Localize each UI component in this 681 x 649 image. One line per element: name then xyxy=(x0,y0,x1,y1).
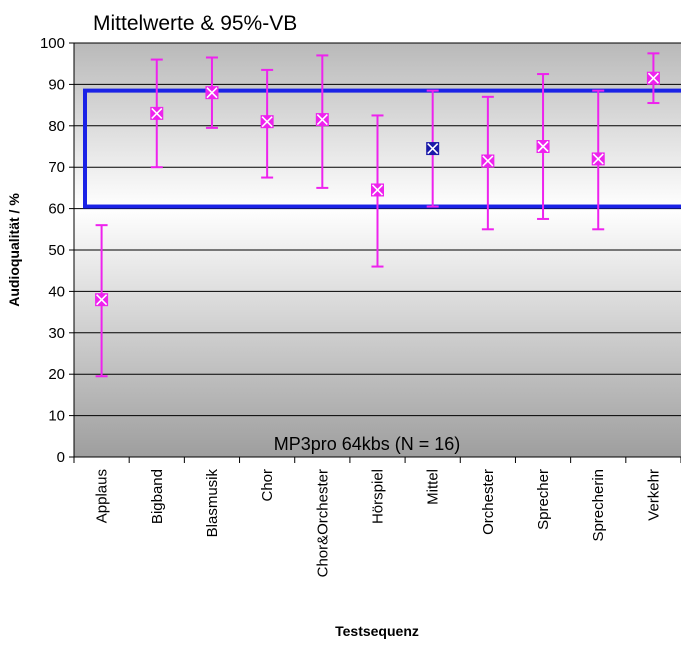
mean-marker xyxy=(536,140,550,153)
x-tick-label: Verkehr xyxy=(645,469,662,521)
y-tick-label: 60 xyxy=(48,201,65,218)
marker-cross xyxy=(316,114,328,126)
chart-annotation: MP3pro 64kbs (N = 16) xyxy=(274,434,461,454)
marker-cross xyxy=(96,294,108,306)
marker-cross xyxy=(206,87,218,99)
chart-title: Mittelwerte & 95%-VB xyxy=(93,12,297,35)
x-tick-label: Bigband xyxy=(149,469,166,524)
mean-marker xyxy=(426,142,440,156)
y-tick-label: 10 xyxy=(48,408,65,425)
marker-cross xyxy=(592,153,604,165)
y-tick-label: 90 xyxy=(48,76,65,93)
marker-cross xyxy=(371,184,384,196)
marker-cross xyxy=(261,116,273,128)
mean-marker xyxy=(591,152,605,166)
mean-marker xyxy=(315,113,329,127)
mean-marker xyxy=(95,293,109,307)
x-tick-label: Blasmusik xyxy=(204,469,221,538)
mean-marker xyxy=(646,71,660,85)
x-axis-label: Testsequenz xyxy=(335,623,419,639)
marker-cross xyxy=(647,72,659,84)
x-tick-label: Applaus xyxy=(94,469,111,523)
y-tick-label: 80 xyxy=(48,118,65,135)
x-tick-label: Hörspiel xyxy=(370,469,387,524)
mean-marker xyxy=(481,154,495,168)
marker-cross xyxy=(427,143,439,155)
y-tick-label: 40 xyxy=(48,283,65,300)
y-tick-label: 100 xyxy=(40,35,65,52)
y-tick-label: 50 xyxy=(48,242,65,259)
mean-markers xyxy=(95,71,660,307)
y-tick-label: 70 xyxy=(48,159,65,176)
y-tick-label: 0 xyxy=(57,449,65,466)
mean-marker xyxy=(150,106,164,120)
y-tick-label: 30 xyxy=(48,325,65,342)
axes: 0 10 20 30 40 50 60 70 80 90 100 Applaus Bigband Blas… xyxy=(40,35,681,577)
mean-marker xyxy=(371,183,384,197)
mean-marker xyxy=(260,115,274,129)
x-tick-label: Chor&Orchester xyxy=(314,469,331,577)
highlight-band xyxy=(83,88,681,209)
x-tick-label: Chor xyxy=(259,469,276,502)
x-tick-label: Orchester xyxy=(480,469,497,535)
x-tick-label: Sprecher xyxy=(535,469,552,530)
mean-marker xyxy=(205,86,219,100)
x-tick-label: Sprecherin xyxy=(590,469,607,542)
x-tick-label: Mittel xyxy=(425,469,442,505)
marker-cross xyxy=(151,107,163,119)
marker-cross xyxy=(537,140,549,153)
marker-cross xyxy=(482,155,494,167)
y-axis-label: Audioqualität / % xyxy=(6,193,22,307)
y-tick-label: 20 xyxy=(48,366,65,383)
